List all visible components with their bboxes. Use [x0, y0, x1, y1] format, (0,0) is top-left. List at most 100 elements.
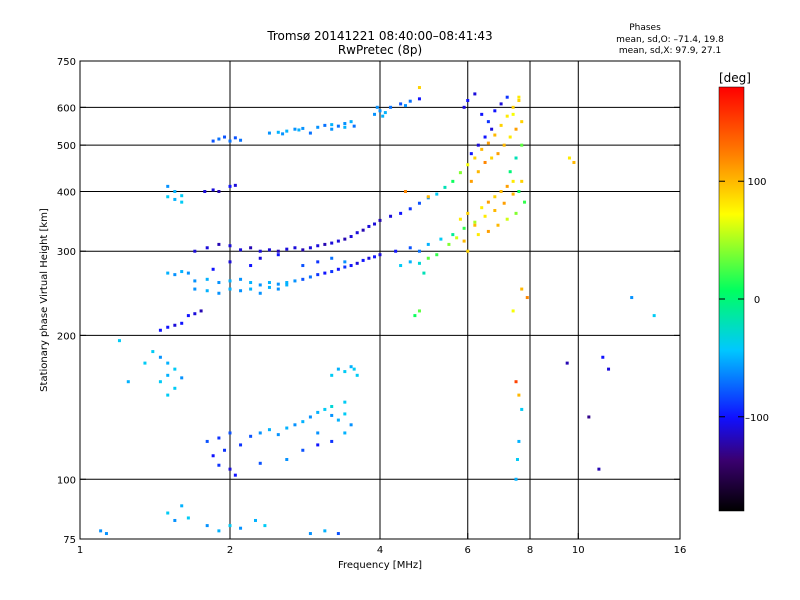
- data-point: [205, 439, 209, 443]
- colorbar: [deg] 100 0 –100: [718, 71, 769, 512]
- data-point: [233, 136, 237, 140]
- data-point: [520, 287, 524, 291]
- data-point: [223, 448, 227, 452]
- data-point: [511, 179, 515, 183]
- data-point: [126, 380, 130, 384]
- data-point: [228, 139, 232, 143]
- data-point: [336, 418, 340, 422]
- data-point: [193, 312, 197, 316]
- data-point: [249, 246, 253, 250]
- data-point: [211, 267, 215, 271]
- data-point: [258, 256, 262, 260]
- data-point: [173, 323, 177, 327]
- data-point: [249, 434, 253, 438]
- data-point: [496, 152, 500, 156]
- data-point: [180, 321, 184, 325]
- data-point: [330, 127, 334, 131]
- data-point: [352, 124, 356, 128]
- data-point: [493, 209, 497, 213]
- data-point: [301, 248, 305, 252]
- data-point: [408, 207, 412, 211]
- data-point: [505, 184, 509, 188]
- data-point: [480, 206, 484, 210]
- data-point: [180, 504, 184, 508]
- data-point: [330, 404, 334, 408]
- data-point: [301, 126, 305, 130]
- data-point: [466, 249, 470, 253]
- data-point: [473, 220, 477, 224]
- data-point: [276, 130, 280, 134]
- data-point: [517, 393, 521, 397]
- data-point: [381, 114, 385, 118]
- data-point: [316, 244, 320, 248]
- data-point: [193, 287, 197, 291]
- data-point: [104, 532, 108, 536]
- data-point: [217, 291, 221, 295]
- data-point: [323, 123, 327, 127]
- data-point: [173, 189, 177, 193]
- data-point: [515, 457, 519, 461]
- data-point: [597, 467, 601, 471]
- data-point: [408, 260, 412, 264]
- data-point: [217, 281, 221, 285]
- data-point: [486, 200, 490, 204]
- data-point: [473, 223, 477, 227]
- data-point: [343, 400, 347, 404]
- colorbar-label: [deg]: [719, 71, 751, 85]
- data-point: [258, 291, 262, 295]
- x-tick-label: 16: [674, 545, 687, 556]
- x-tick-label: 6: [465, 545, 471, 556]
- data-point: [205, 524, 209, 528]
- data-point: [480, 147, 484, 151]
- data-point: [607, 367, 611, 371]
- data-point: [502, 143, 506, 147]
- data-point: [417, 201, 421, 205]
- phase-stats-heading: Phases: [629, 23, 661, 33]
- data-point: [511, 105, 515, 109]
- data-point: [253, 518, 257, 522]
- data-point: [493, 133, 497, 137]
- data-point: [565, 361, 569, 365]
- data-point: [378, 253, 382, 257]
- data-point: [267, 281, 271, 285]
- data-point: [228, 431, 232, 435]
- data-point: [355, 261, 359, 265]
- data-point: [193, 249, 197, 253]
- data-point: [330, 413, 334, 417]
- data-point: [316, 260, 320, 264]
- colorbar-tick-label: 100: [747, 177, 766, 188]
- data-point: [349, 120, 353, 124]
- data-point: [469, 152, 473, 156]
- gridlines: [80, 61, 680, 539]
- data-point: [199, 309, 203, 313]
- data-point: [451, 179, 455, 183]
- data-point: [285, 247, 289, 251]
- data-point: [630, 296, 634, 300]
- data-point: [239, 248, 243, 252]
- data-point: [276, 287, 280, 291]
- data-point: [285, 283, 289, 287]
- data-point: [323, 529, 327, 533]
- data-point: [517, 439, 521, 443]
- data-point: [336, 124, 340, 128]
- data-point: [228, 287, 232, 291]
- data-point: [330, 373, 334, 377]
- data-point: [217, 529, 221, 533]
- data-point: [473, 92, 477, 96]
- data-point: [316, 431, 320, 435]
- y-axis-label: Stationary phase Virtual Height [km]: [39, 208, 50, 392]
- data-point: [249, 287, 253, 291]
- data-point: [483, 214, 487, 218]
- data-point: [166, 361, 170, 365]
- x-tick-label: 8: [527, 545, 533, 556]
- data-point: [499, 102, 503, 106]
- data-point: [211, 139, 215, 143]
- data-point: [399, 102, 403, 106]
- data-point: [258, 461, 262, 465]
- data-point: [511, 309, 515, 313]
- data-point: [469, 179, 473, 183]
- data-point: [258, 249, 262, 253]
- data-point: [343, 237, 347, 241]
- data-point: [343, 122, 347, 126]
- data-point: [493, 195, 497, 199]
